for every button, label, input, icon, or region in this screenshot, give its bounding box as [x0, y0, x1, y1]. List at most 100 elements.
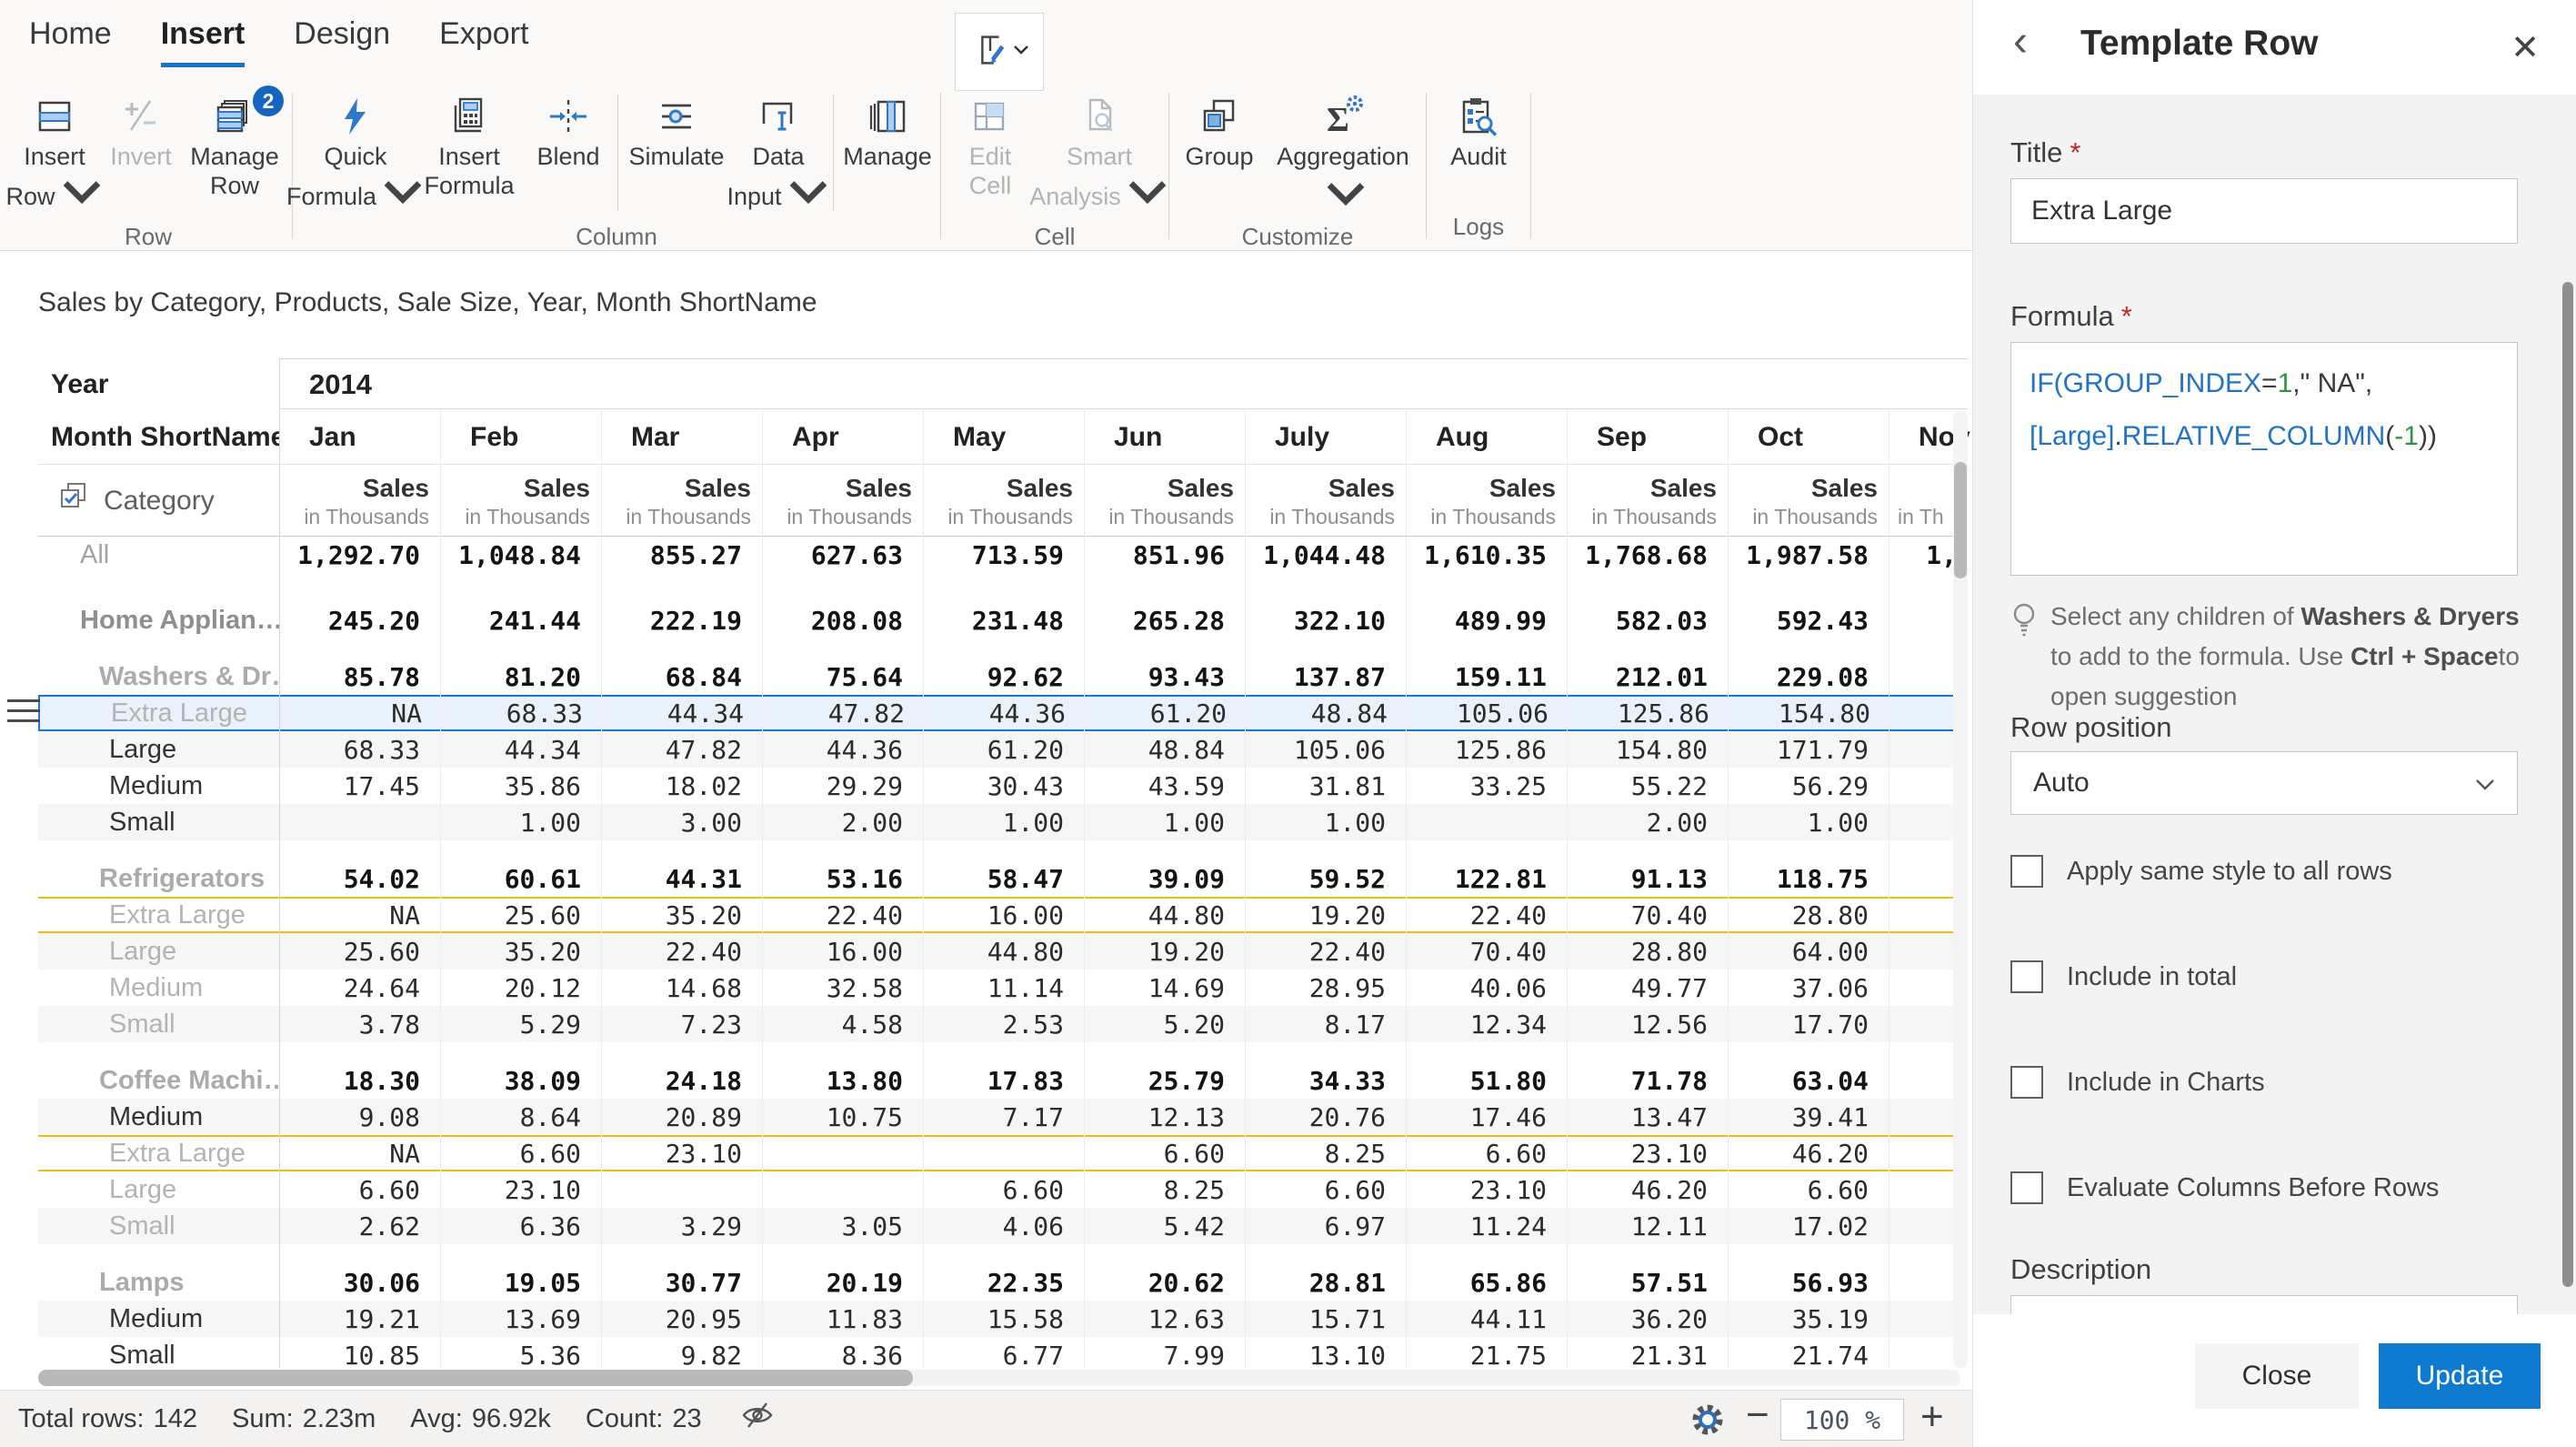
table-cell[interactable]: 1.00 — [440, 804, 601, 840]
back-icon[interactable]: ‹ — [2013, 16, 2028, 66]
table-cell[interactable]: 19.21 — [279, 1301, 440, 1337]
table-cell[interactable]: 6.97 — [1245, 1208, 1406, 1244]
table-cell[interactable]: 23.10 — [1567, 1137, 1728, 1170]
close-icon[interactable]: ✕ — [2511, 27, 2540, 68]
table-row[interactable]: Refrigerators54.0260.6144.3153.1658.4739… — [38, 860, 1968, 897]
table-cell[interactable]: 4.58 — [762, 1006, 923, 1042]
table-cell[interactable]: 13.10 — [1245, 1337, 1406, 1373]
table-cell[interactable]: 9.08 — [279, 1099, 440, 1135]
table-cell[interactable]: 154.80 — [1567, 731, 1728, 768]
table-cell[interactable]: 21.75 — [1406, 1337, 1567, 1373]
table-cell[interactable]: 7.99 — [1084, 1337, 1245, 1373]
edit-mode-button[interactable] — [955, 13, 1044, 91]
table-cell[interactable]: 2.00 — [762, 804, 923, 840]
table-cell[interactable]: 23.10 — [601, 1137, 762, 1170]
table-cell[interactable]: 6.60 — [440, 1137, 601, 1170]
table-cell[interactable]: 33.25 — [1406, 768, 1567, 804]
table-cell[interactable]: 12.13 — [1084, 1099, 1245, 1135]
table-cell[interactable]: 7.17 — [923, 1099, 1084, 1135]
row-label[interactable]: Medium — [38, 970, 279, 1006]
table-cell[interactable]: 322.10 — [1245, 602, 1406, 638]
table-cell[interactable]: 19.20 — [1084, 933, 1245, 970]
table-cell[interactable]: 28.80 — [1567, 933, 1728, 970]
table-row[interactable]: Small3.785.297.234.582.535.208.1712.3412… — [38, 1006, 1968, 1042]
insert-row-button[interactable]: InsertRow — [9, 87, 100, 221]
table-cell[interactable]: 20.62 — [1084, 1264, 1245, 1301]
table-cell[interactable]: 20.12 — [440, 970, 601, 1006]
table-cell[interactable]: 851.96 — [1084, 537, 1245, 573]
checkbox-box[interactable] — [2010, 855, 2043, 888]
table-cell[interactable]: 16.00 — [923, 899, 1084, 931]
column-header-may[interactable]: May — [923, 409, 1084, 465]
table-row[interactable]: Small10.855.369.828.366.777.9913.1021.75… — [38, 1337, 1968, 1373]
table-cell[interactable]: 53.16 — [762, 860, 923, 897]
table-cell[interactable]: 627.63 — [762, 537, 923, 573]
table-cell[interactable]: 18.30 — [279, 1062, 440, 1099]
checkbox-include-in-charts[interactable]: Include in Charts — [2010, 1064, 2439, 1100]
blend-button[interactable]: Blend — [525, 87, 612, 171]
table-cell[interactable]: 13.80 — [762, 1062, 923, 1099]
table-cell[interactable]: 20.89 — [601, 1099, 762, 1135]
table-cell[interactable] — [601, 1171, 762, 1208]
table-cell[interactable]: 265.28 — [1084, 602, 1245, 638]
table-cell[interactable]: 32.58 — [762, 970, 923, 1006]
table-cell[interactable]: 12.63 — [1084, 1301, 1245, 1337]
table-cell[interactable]: 44.34 — [603, 697, 764, 729]
table-cell[interactable]: 1,292.70 — [279, 537, 440, 573]
table-cell[interactable]: 35.19 — [1728, 1301, 1889, 1337]
table-cell[interactable]: 6.60 — [1728, 1171, 1889, 1208]
table-cell[interactable]: 2.62 — [279, 1208, 440, 1244]
group-button[interactable]: Group — [1174, 87, 1265, 171]
table-cell[interactable] — [279, 804, 440, 840]
table-row[interactable]: Extra LargeNA25.6035.2022.4016.0044.8019… — [38, 897, 1968, 933]
table-row[interactable]: Large68.3344.3447.8244.3661.2048.84105.0… — [38, 731, 1968, 768]
table-cell[interactable]: 8.64 — [440, 1099, 601, 1135]
row-label[interactable]: Small — [38, 804, 279, 840]
table-cell[interactable] — [762, 1171, 923, 1208]
table-cell[interactable]: 23.10 — [1406, 1171, 1567, 1208]
table-cell[interactable]: 6.60 — [1406, 1137, 1567, 1170]
table-cell[interactable]: 14.68 — [601, 970, 762, 1006]
table-cell[interactable]: 37.06 — [1728, 970, 1889, 1006]
column-header-feb[interactable]: Feb — [440, 409, 601, 465]
table-cell[interactable] — [762, 1137, 923, 1170]
table-row[interactable]: Large25.6035.2022.4016.0044.8019.2022.40… — [38, 933, 1968, 970]
row-label[interactable]: Small — [38, 1006, 279, 1042]
table-row[interactable]: Small1.003.002.001.001.001.002.001.00 — [38, 804, 1968, 840]
table-cell[interactable]: 57.51 — [1567, 1264, 1728, 1301]
table-cell[interactable]: 5.29 — [440, 1006, 601, 1042]
table-cell[interactable]: 34.33 — [1245, 1062, 1406, 1099]
table-cell[interactable]: 25.60 — [279, 933, 440, 970]
table-cell[interactable]: 56.29 — [1728, 768, 1889, 804]
column-header-aug[interactable]: Aug — [1406, 409, 1567, 465]
table-cell[interactable]: 58.47 — [923, 860, 1084, 897]
table-row[interactable]: All1,292.701,048.84855.27627.63713.59851… — [38, 537, 1968, 573]
table-cell[interactable]: 31.81 — [1245, 768, 1406, 804]
table-cell[interactable]: 231.48 — [923, 602, 1084, 638]
table-cell[interactable]: 154.80 — [1729, 697, 1890, 729]
table-cell[interactable]: 68.33 — [279, 731, 440, 768]
table-cell[interactable]: 28.80 — [1728, 899, 1889, 931]
table-cell[interactable]: 1.00 — [1245, 804, 1406, 840]
table-cell[interactable]: 35.20 — [601, 899, 762, 931]
table-cell[interactable]: 11.14 — [923, 970, 1084, 1006]
table-cell[interactable]: NA — [279, 899, 440, 931]
formula-editor[interactable]: IF(GROUP_INDEX=1," NA",[Large].RELATIVE_… — [2010, 342, 2518, 576]
table-cell[interactable]: 85.78 — [279, 658, 440, 695]
table-cell[interactable]: 22.40 — [1245, 933, 1406, 970]
table-cell[interactable]: 6.60 — [279, 1171, 440, 1208]
table-cell[interactable]: 47.82 — [601, 731, 762, 768]
row-label[interactable]: Small — [38, 1337, 279, 1373]
table-cell[interactable]: 17.46 — [1406, 1099, 1567, 1135]
manage-button[interactable]: Manage — [839, 87, 936, 171]
table-row[interactable]: Washers & Dr…85.7881.2068.8475.6492.6293… — [38, 658, 1968, 695]
table-cell[interactable]: 12.56 — [1567, 1006, 1728, 1042]
table-cell[interactable] — [1406, 804, 1567, 840]
row-label[interactable]: Large — [38, 731, 279, 768]
table-cell[interactable]: 1,768.68 — [1567, 537, 1728, 573]
table-cell[interactable]: 19.05 — [440, 1264, 601, 1301]
table-cell[interactable]: 222.19 — [601, 602, 762, 638]
table-cell[interactable]: 2.00 — [1567, 804, 1728, 840]
audit-button[interactable]: Audit — [1431, 87, 1526, 171]
row-label[interactable]: Extra Large — [38, 1137, 279, 1170]
